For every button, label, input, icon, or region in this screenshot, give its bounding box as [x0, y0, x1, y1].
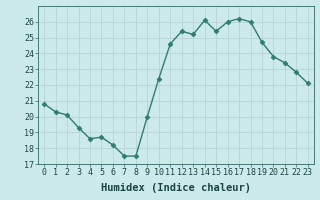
X-axis label: Humidex (Indice chaleur): Humidex (Indice chaleur): [101, 183, 251, 193]
